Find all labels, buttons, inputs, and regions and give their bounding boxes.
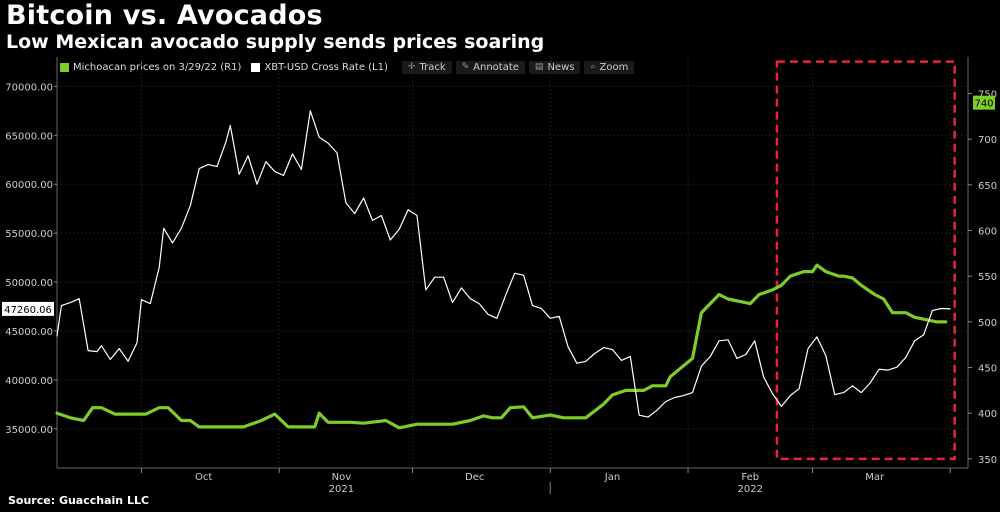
right-tick-label: 550 (978, 272, 997, 283)
right-tick-label: 350 (978, 455, 997, 466)
left-tick-label: 35000.00 (5, 425, 53, 436)
right-tick-label: 700 (978, 135, 997, 146)
pencil-icon: ✎ (461, 62, 470, 72)
x-year-label: 2021 (329, 484, 354, 495)
news-button[interactable]: ▤ News (528, 60, 581, 74)
right-tick-label: 750 (978, 90, 997, 101)
left-tick-label: 40000.00 (5, 376, 53, 387)
track-button[interactable]: ✛ Track (401, 60, 452, 74)
left-tick-label: 60000.00 (5, 180, 53, 191)
series-line-bitcoin (56, 110, 951, 418)
x-year-label: 2022 (738, 484, 763, 495)
legend-item-avocado[interactable]: Michoacan prices on 3/29/22 (R1) (60, 62, 241, 73)
right-tick-label: 650 (978, 181, 997, 192)
x-month-label: Nov (332, 472, 352, 483)
left-tick-label: 70000.00 (5, 82, 53, 93)
left-tick-label: 65000.00 (5, 131, 53, 142)
legend-swatch-bitcoin (251, 62, 261, 72)
chart-subtitle: Low Mexican avocado supply sends prices … (6, 31, 545, 53)
right-last-value-label: 740 (974, 99, 993, 110)
x-month-label: Feb (741, 472, 759, 483)
legend-swatch-avocado (60, 62, 69, 72)
track-label: Track (419, 61, 446, 73)
x-month-label: Dec (465, 472, 484, 483)
right-tick-label: 450 (978, 364, 997, 375)
left-last-value-box (2, 301, 54, 316)
right-tick-label: 600 (978, 227, 997, 238)
zoom-button[interactable]: ⌕ Zoom (584, 60, 635, 74)
chart-title: Bitcoin vs. Avocados (6, 0, 323, 31)
left-tick-label: 55000.00 (5, 229, 53, 240)
left-last-value-label: 47260.06 (4, 305, 52, 316)
annotate-label: Annotate (473, 61, 519, 73)
news-label: News (547, 61, 575, 73)
annotate-button[interactable]: ✎ Annotate (455, 60, 525, 74)
legend-label-avocado: Michoacan prices on 3/29/22 (R1) (73, 61, 242, 73)
right-last-value-box (973, 95, 995, 110)
right-tick-label: 500 (978, 318, 997, 329)
chart-toolbar: Michoacan prices on 3/29/22 (R1) XBT-USD… (60, 59, 635, 75)
crosshair-icon: ✛ (407, 62, 416, 72)
right-tick-label: 400 (978, 409, 997, 420)
source-note: Source: Guacchain LLC (8, 494, 150, 507)
magnifier-icon: ⌕ (590, 62, 596, 72)
legend-item-bitcoin[interactable]: XBT-USD Cross Rate (L1) (251, 62, 388, 73)
x-month-label: Mar (865, 472, 885, 483)
news-icon: ▤ (534, 62, 544, 72)
left-tick-label: 45000.00 (5, 327, 53, 338)
x-month-label: Oct (195, 472, 212, 483)
zoom-label: Zoom (599, 61, 629, 73)
highlight-box (775, 60, 956, 461)
left-tick-label: 50000.00 (5, 278, 53, 289)
x-month-label: Jan (604, 472, 620, 483)
legend-label-bitcoin: XBT-USD Cross Rate (L1) (264, 61, 388, 73)
series-line-avocado (55, 263, 948, 430)
